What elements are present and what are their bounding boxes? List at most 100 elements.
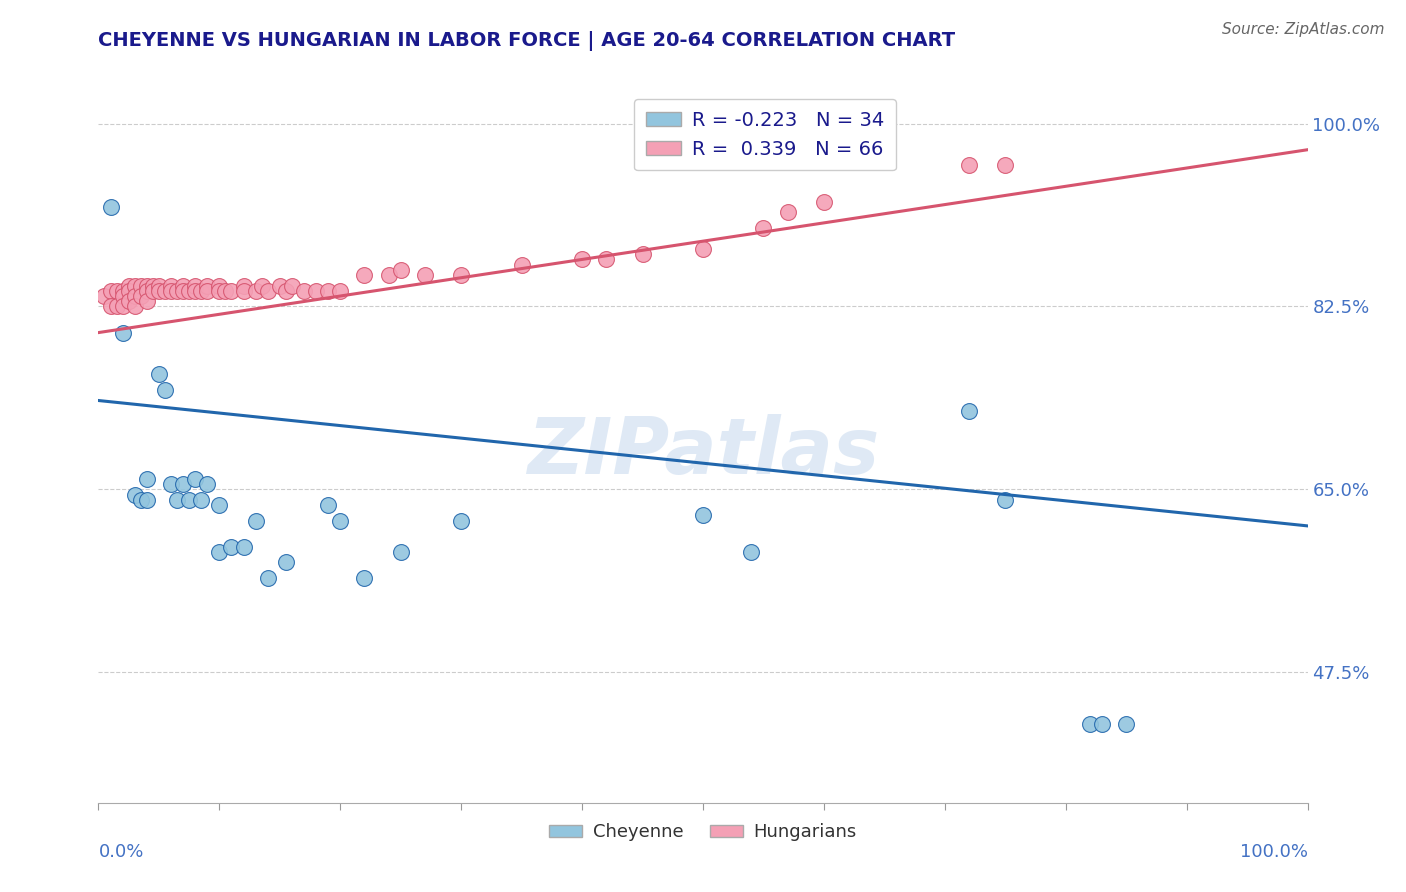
Point <box>195 284 218 298</box>
Point <box>100 300 122 314</box>
Point <box>389 545 412 559</box>
Point <box>142 278 165 293</box>
Point <box>245 284 267 298</box>
Point <box>274 556 297 570</box>
Point <box>269 278 291 293</box>
Text: ZIPatlas: ZIPatlas <box>527 414 879 490</box>
Point <box>148 368 170 382</box>
Point <box>450 514 472 528</box>
Point <box>124 289 146 303</box>
Point <box>221 540 243 554</box>
Point <box>111 284 134 298</box>
Point <box>221 284 243 298</box>
Point <box>329 284 352 298</box>
Point <box>184 278 207 293</box>
Point <box>172 477 194 491</box>
Point <box>274 284 297 298</box>
Point <box>208 278 231 293</box>
Point <box>166 284 188 298</box>
Point <box>353 571 375 585</box>
Point <box>118 294 141 309</box>
Point <box>100 200 122 214</box>
Point <box>111 289 134 303</box>
Point <box>571 252 593 267</box>
Point <box>281 278 304 293</box>
Point <box>129 289 152 303</box>
Point <box>124 278 146 293</box>
Point <box>450 268 472 282</box>
Point <box>172 284 194 298</box>
Legend: Cheyenne, Hungarians: Cheyenne, Hungarians <box>541 816 865 848</box>
Point <box>184 472 207 486</box>
Point <box>105 284 128 298</box>
Point <box>232 284 254 298</box>
Point <box>595 252 617 267</box>
Point <box>153 284 176 298</box>
Point <box>118 284 141 298</box>
Point <box>172 278 194 293</box>
Point <box>692 508 714 523</box>
Point <box>142 284 165 298</box>
Point <box>195 477 218 491</box>
Point <box>692 242 714 256</box>
Point <box>135 278 157 293</box>
Point <box>1091 717 1114 731</box>
Text: CHEYENNE VS HUNGARIAN IN LABOR FORCE | AGE 20-64 CORRELATION CHART: CHEYENNE VS HUNGARIAN IN LABOR FORCE | A… <box>98 31 956 52</box>
Point <box>305 284 328 298</box>
Point <box>148 278 170 293</box>
Point <box>111 300 134 314</box>
Point <box>129 278 152 293</box>
Point <box>190 492 212 507</box>
Point <box>353 268 375 282</box>
Point <box>292 284 315 298</box>
Point <box>124 300 146 314</box>
Point <box>776 205 799 219</box>
Point <box>190 284 212 298</box>
Point <box>250 278 273 293</box>
Point <box>631 247 654 261</box>
Point <box>153 383 176 397</box>
Point <box>1078 717 1101 731</box>
Point <box>208 545 231 559</box>
Point <box>118 278 141 293</box>
Point <box>1115 717 1137 731</box>
Point <box>245 514 267 528</box>
Text: 0.0%: 0.0% <box>98 843 143 861</box>
Point <box>752 221 775 235</box>
Point <box>957 158 980 172</box>
Point <box>135 294 157 309</box>
Point <box>166 492 188 507</box>
Point <box>208 284 231 298</box>
Point <box>105 300 128 314</box>
Point <box>316 284 339 298</box>
Point <box>994 158 1017 172</box>
Point <box>957 404 980 418</box>
Point <box>135 472 157 486</box>
Point <box>256 284 278 298</box>
Point <box>93 289 115 303</box>
Point <box>148 284 170 298</box>
Point <box>179 284 201 298</box>
Point <box>329 514 352 528</box>
Point <box>389 263 412 277</box>
Point <box>160 477 183 491</box>
Point <box>111 326 134 340</box>
Point <box>232 278 254 293</box>
Point <box>135 492 157 507</box>
Point <box>184 284 207 298</box>
Point <box>129 492 152 507</box>
Point <box>377 268 399 282</box>
Text: Source: ZipAtlas.com: Source: ZipAtlas.com <box>1222 22 1385 37</box>
Point <box>214 284 236 298</box>
Point <box>100 284 122 298</box>
Point <box>232 540 254 554</box>
Point <box>160 278 183 293</box>
Point <box>510 258 533 272</box>
Point <box>994 492 1017 507</box>
Point <box>135 284 157 298</box>
Text: 100.0%: 100.0% <box>1240 843 1308 861</box>
Point <box>316 498 339 512</box>
Point <box>179 492 201 507</box>
Point <box>124 487 146 501</box>
Point <box>195 278 218 293</box>
